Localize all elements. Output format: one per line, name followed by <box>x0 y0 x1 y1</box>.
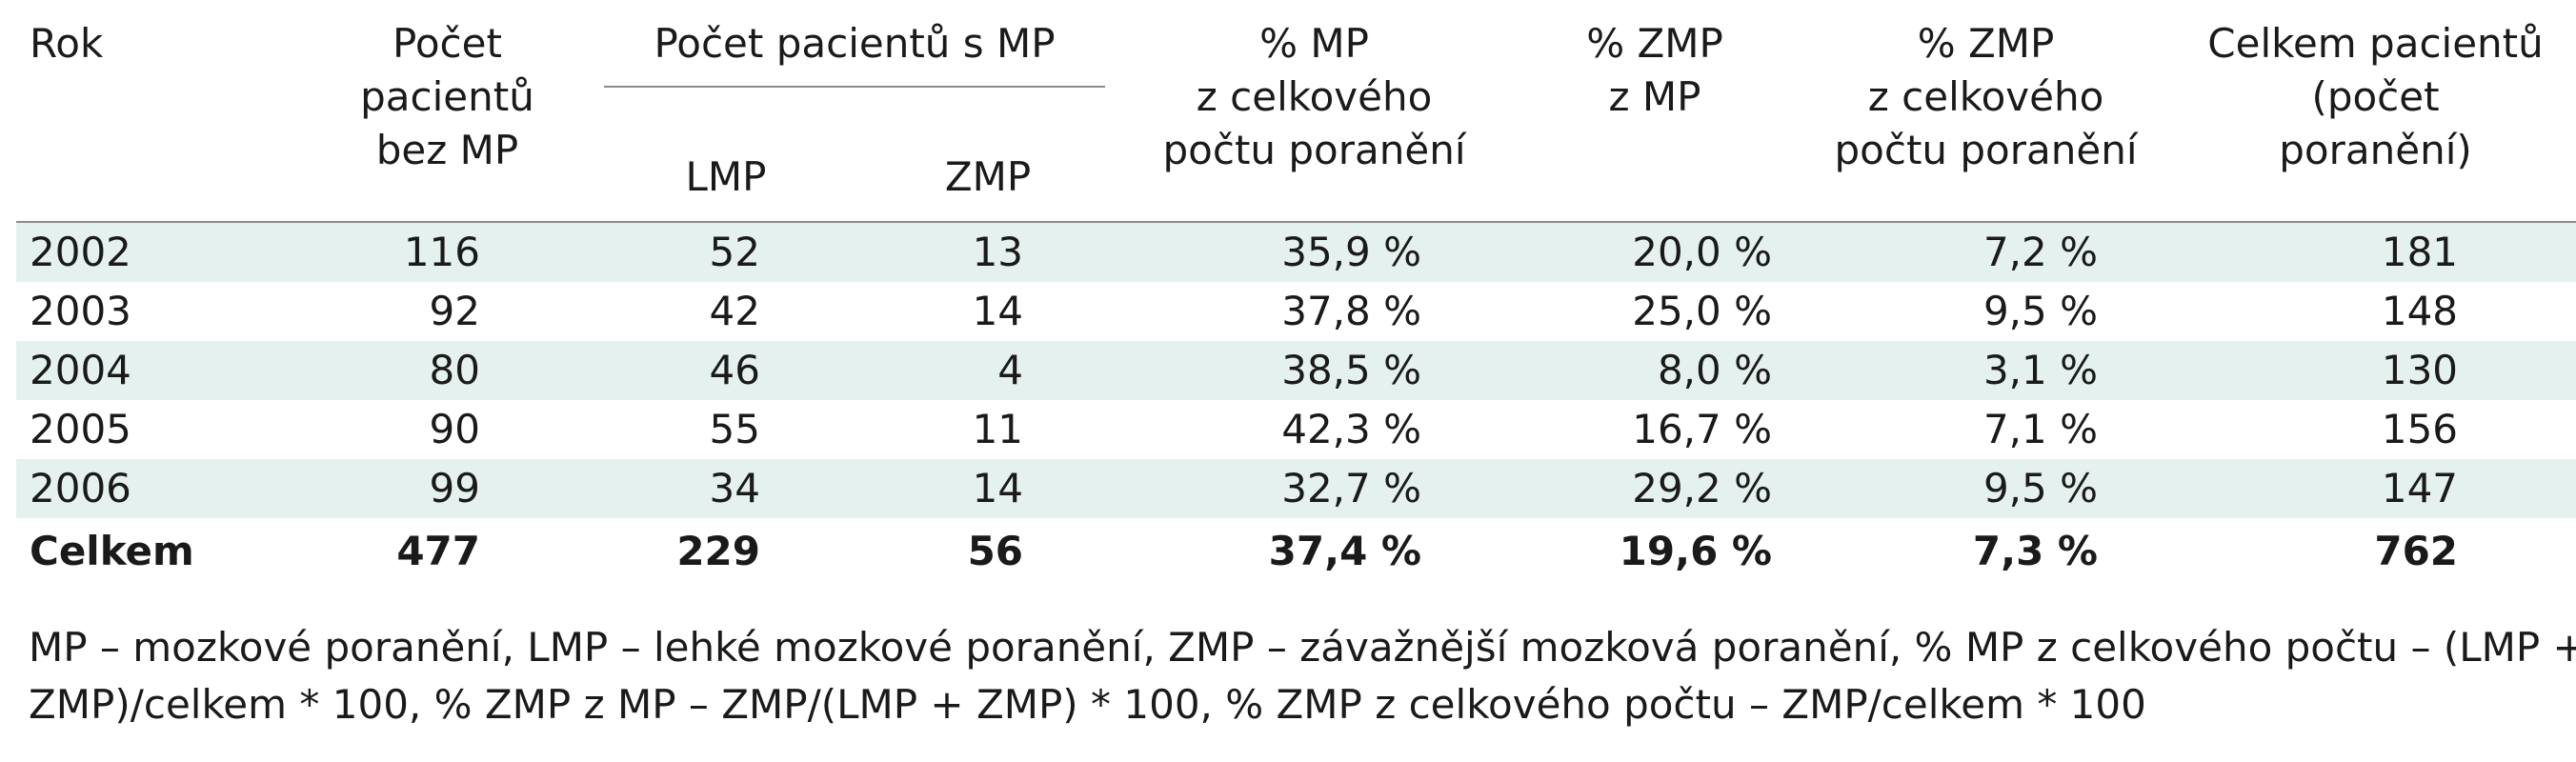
header-pct-zmp-total-line-3: počtu poranění <box>1834 127 2138 173</box>
cell-rok: 2005 <box>30 406 131 452</box>
cell-bez-mp: 477 <box>396 528 480 574</box>
cell-pct-zmp-mp: 8,0 % <box>1512 341 1799 400</box>
cell-pct-zmp-mp: 20,0 % <box>1512 222 1799 282</box>
cell-pct-zmp-total: 3,1 % <box>1798 341 2175 400</box>
cell-bez-mp: 92 <box>429 288 480 334</box>
header-row-1: Rok Počet pacientů bez MP Počet pacientů… <box>16 17 2576 223</box>
cell-rok: 2006 <box>16 459 302 518</box>
cell-lmp: 46 <box>593 341 859 400</box>
cell-lmp: 55 <box>709 406 760 452</box>
header-lmp: LMP <box>593 90 859 223</box>
cell-pct-zmp-total: 7,3 % <box>1972 528 2099 574</box>
cell-bez-mp: 80 <box>302 341 593 400</box>
table-body: 2002 116 52 13 35,9 % 20,0 % 7,2 % 181 2003 92 42 1… <box>16 222 2576 585</box>
header-pct-zmp-mp: % ZMP z MP <box>1512 17 1799 223</box>
header-rok: Rok <box>16 17 302 223</box>
cell-rok: 2003 <box>30 288 131 334</box>
header-celkem: Celkem pacientů (počet poranění) <box>2174 17 2576 223</box>
header-group-mp: Počet pacientů s MP <box>593 17 1117 90</box>
cell-celkem: 148 <box>2381 288 2459 334</box>
table-row: 2002 116 52 13 35,9 % 20,0 % 7,2 % 181 <box>16 222 2576 282</box>
header-bez-mp-line-2: pacientů <box>360 73 534 120</box>
header-bez-mp-line-3: bez MP <box>375 127 519 173</box>
cell-celkem: 181 <box>2174 222 2576 282</box>
footnote: MP – mozkové poranění, LMP – lehké mozko… <box>29 619 2576 733</box>
cell-pct-zmp-total: 7,2 % <box>1798 222 2175 282</box>
data-table: Rok Počet pacientů bez MP Počet pacientů… <box>16 17 2576 585</box>
header-pct-mp-line-1: % MP <box>1259 20 1369 67</box>
cell-pct-zmp-total: 9,5 % <box>1798 459 2175 518</box>
header-pct-zmp-total-line-1: % ZMP <box>1917 20 2055 67</box>
cell-bez-mp: 99 <box>302 459 593 518</box>
cell-lmp: 52 <box>593 222 859 282</box>
header-bez-mp: Počet pacientů bez MP <box>302 17 593 223</box>
header-pct-mp: % MP z celkového počtu poranění <box>1117 17 1513 223</box>
cell-pct-mp: 32,7 % <box>1117 459 1513 518</box>
cell-pct-mp: 38,5 % <box>1117 341 1513 400</box>
cell-zmp: 14 <box>972 288 1024 334</box>
cell-pct-mp: 35,9 % <box>1117 222 1513 282</box>
header-row-2: LMP ZMP <box>16 90 2576 223</box>
cell-pct-zmp-mp: 19,6 % <box>1619 528 1773 574</box>
header-pct-zmp-mp-line-2: z MP <box>1608 73 1701 120</box>
cell-lmp: 229 <box>676 528 760 574</box>
cell-pct-mp: 37,4 % <box>1268 528 1422 574</box>
header-bez-mp-line-1: Počet <box>392 20 502 67</box>
header-celkem-line-3: poranění) <box>2279 127 2472 173</box>
cell-zmp: 11 <box>972 406 1024 452</box>
cell-zmp: 56 <box>967 528 1024 574</box>
table-row: 2005 90 55 11 42,3 % 16,7 % 7,1 % 156 <box>16 400 2576 459</box>
cell-zmp: 14 <box>859 459 1117 518</box>
footnote-line-2: ZMP)/celkem * 100, % ZMP z MP – ZMP/(LMP… <box>29 681 2146 728</box>
cell-pct-zmp-mp: 16,7 % <box>1632 406 1773 452</box>
cell-rok: Celkem <box>30 528 194 574</box>
cell-zmp: 13 <box>859 222 1117 282</box>
header-pct-zmp-mp-line-1: % ZMP <box>1586 20 1723 67</box>
table-header: Rok Počet pacientů bez MP Počet pacientů… <box>16 17 2576 223</box>
cell-pct-mp: 42,3 % <box>1281 406 1422 452</box>
cell-celkem: 147 <box>2174 459 2576 518</box>
header-pct-zmp-total-line-2: z celkového <box>1867 73 2104 120</box>
header-celkem-line-1: Celkem pacientů <box>2207 20 2544 67</box>
header-group-mp-label: Počet pacientů s MP <box>604 17 1106 88</box>
table-row: 2003 92 42 14 37,8 % 25,0 % 9,5 % 148 <box>16 282 2576 341</box>
cell-celkem: 130 <box>2174 341 2576 400</box>
cell-pct-zmp-total: 9,5 % <box>1982 288 2099 334</box>
cell-pct-mp: 37,8 % <box>1281 288 1422 334</box>
cell-celkem: 762 <box>2374 528 2459 574</box>
cell-bez-mp: 90 <box>429 406 480 452</box>
cell-zmp: 4 <box>859 341 1117 400</box>
cell-rok: 2004 <box>16 341 302 400</box>
footnote-line-1: MP – mozkové poranění, LMP – lehké mozko… <box>29 624 2576 671</box>
cell-lmp: 42 <box>709 288 760 334</box>
table-row: 2006 99 34 14 32,7 % 29,2 % 9,5 % 147 <box>16 459 2576 518</box>
cell-rok: 2002 <box>16 222 302 282</box>
cell-pct-zmp-mp: 25,0 % <box>1632 288 1773 334</box>
header-pct-mp-line-2: z celkového <box>1196 73 1433 120</box>
table-row: 2004 80 46 4 38,5 % 8,0 % 3,1 % 130 <box>16 341 2576 400</box>
cell-celkem: 156 <box>2381 406 2459 452</box>
table-row-total: Celkem 477 229 56 37,4 % 19,6 % 7,3 % 762 <box>16 518 2576 585</box>
cell-pct-zmp-total: 7,1 % <box>1982 406 2099 452</box>
cell-lmp: 34 <box>593 459 859 518</box>
cell-bez-mp: 116 <box>302 222 593 282</box>
header-zmp: ZMP <box>859 90 1117 223</box>
header-pct-zmp-total: % ZMP z celkového počtu poranění <box>1798 17 2175 223</box>
cell-pct-zmp-mp: 29,2 % <box>1512 459 1799 518</box>
header-celkem-line-2: (počet <box>2311 73 2440 120</box>
header-pct-mp-line-3: počtu poranění <box>1162 127 1466 173</box>
